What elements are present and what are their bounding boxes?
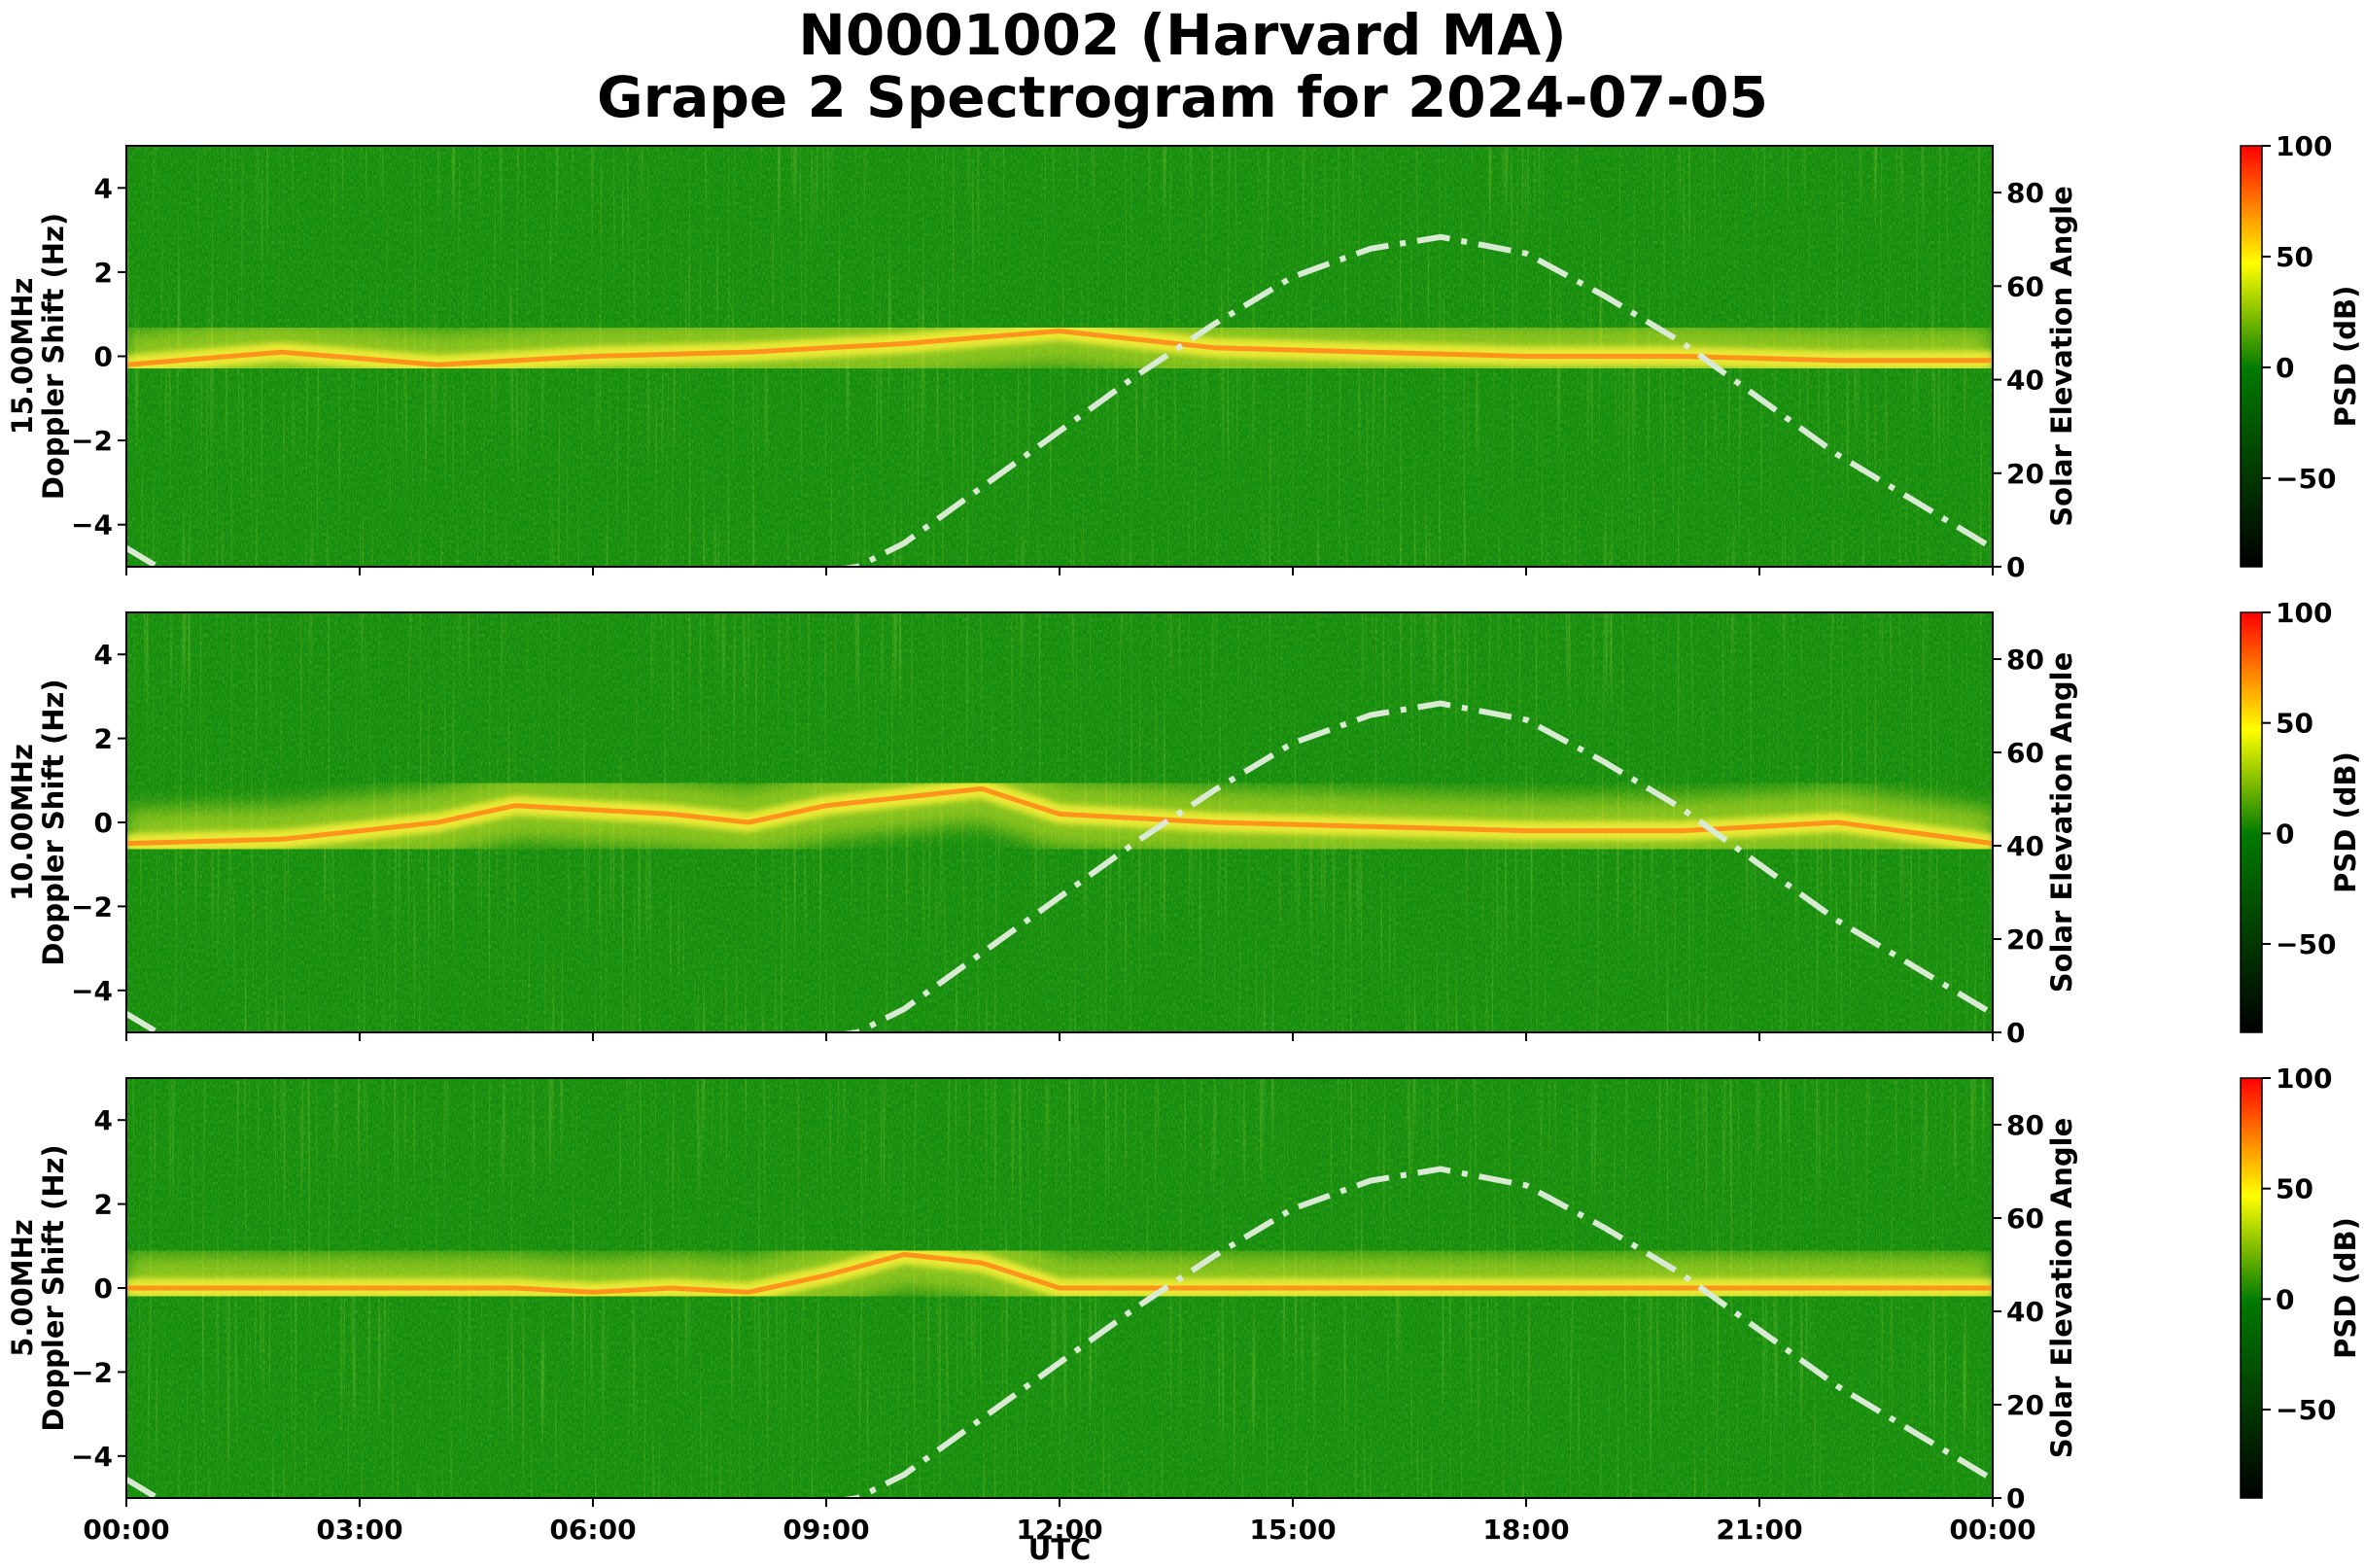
y-tick-label: −4: [71, 509, 113, 541]
y2-tick-label: 60: [2006, 1202, 2044, 1235]
y-tick-label: −4: [71, 1441, 113, 1473]
y2-axis-label: Solar Elevation Angle: [2045, 652, 2078, 993]
colorbar-tick-label: 100: [2276, 1063, 2332, 1095]
spectrogram-image: [126, 146, 1993, 567]
y-tick-label: 2: [94, 723, 113, 755]
y2-tick-label: 40: [2006, 1296, 2044, 1328]
y-tick-label: 4: [94, 639, 113, 671]
y2-tick-label: 80: [2006, 644, 2044, 676]
y-axis-label-doppler: Doppler Shift (Hz): [37, 679, 70, 965]
x-tick-label: 06:00: [549, 1514, 636, 1546]
y2-tick-label: 80: [2006, 1109, 2044, 1141]
y-axis-label-frequency: 5.00MHz: [6, 1219, 39, 1357]
colorbar: [2240, 145, 2263, 568]
colorbar-tick-label: 50: [2276, 1173, 2313, 1205]
y2-tick-label: 0: [2006, 1482, 2025, 1515]
x-tick-label: 00:00: [1949, 1514, 2035, 1546]
x-tick-label: 18:00: [1482, 1514, 1569, 1546]
solar-elevation-curve: [126, 1166, 1993, 1498]
solar-elevation-curve: [126, 233, 1993, 567]
chart-title-line2: Grape 2 Spectrogram for 2024-07-05: [597, 64, 1768, 130]
colorbar-tick-label: 100: [2276, 597, 2332, 629]
x-tick-label: 12:00: [1016, 1514, 1102, 1546]
y-tick-label: 4: [94, 1104, 113, 1136]
y-tick-label: 0: [94, 1272, 113, 1305]
y2-tick-label: 80: [2006, 177, 2044, 209]
colorbar-label: PSD (dB): [2329, 286, 2362, 428]
x-tick-label: 15:00: [1249, 1514, 1336, 1546]
x-tick-label: 03:00: [316, 1514, 402, 1546]
y2-tick-label: 60: [2006, 737, 2044, 769]
y2-tick-label: 20: [2006, 458, 2044, 490]
y-axis-label-frequency: 10.00MHz: [6, 744, 39, 901]
y2-tick-label: 0: [2006, 1017, 2025, 1049]
colorbar-tick-label: −50: [2276, 463, 2336, 495]
y2-tick-label: 60: [2006, 270, 2044, 302]
y2-tick-label: 40: [2006, 365, 2044, 397]
y-tick-label: −4: [71, 975, 113, 1007]
y2-tick-label: 20: [2006, 923, 2044, 956]
y-tick-label: −2: [71, 890, 113, 923]
signal-trace: [126, 785, 1993, 847]
y-tick-label: −2: [71, 425, 113, 457]
signal-trace: [126, 1251, 1993, 1295]
colorbar-tick-label: 50: [2276, 241, 2313, 273]
solar-elevation-curve: [126, 700, 1993, 1032]
colorbar: [2240, 1077, 2263, 1499]
y-axis-label-doppler: Doppler Shift (Hz): [37, 213, 70, 500]
colorbar-label: PSD (dB): [2329, 1217, 2362, 1359]
y-axis-label-frequency: 15.00MHz: [6, 278, 39, 436]
y2-tick-label: 40: [2006, 830, 2044, 862]
y2-tick-label: 20: [2006, 1389, 2044, 1421]
spectrogram-image: [126, 1078, 1993, 1498]
colorbar-tick-label: 100: [2276, 130, 2332, 162]
x-tick-label: 00:00: [83, 1514, 169, 1546]
y2-axis-label: Solar Elevation Angle: [2045, 186, 2078, 527]
y-tick-label: 2: [94, 257, 113, 289]
y-tick-label: 4: [94, 172, 113, 204]
colorbar-label: PSD (dB): [2329, 751, 2362, 893]
y2-tick-label: 0: [2006, 551, 2025, 583]
colorbar: [2240, 611, 2263, 1033]
colorbar-tick-label: 0: [2276, 352, 2294, 384]
y-axis-label-doppler: Doppler Shift (Hz): [37, 1144, 70, 1431]
y2-axis-label: Solar Elevation Angle: [2045, 1118, 2078, 1459]
colorbar-tick-label: 50: [2276, 708, 2313, 740]
x-tick-label: 09:00: [783, 1514, 869, 1546]
colorbar-tick-label: 0: [2276, 818, 2294, 850]
spectrogram-image: [126, 612, 1993, 1032]
colorbar-tick-label: −50: [2276, 1394, 2336, 1426]
y-tick-label: −2: [71, 1356, 113, 1388]
signal-trace: [126, 329, 1993, 367]
y-tick-label: 0: [94, 807, 113, 839]
colorbar-tick-label: −50: [2276, 928, 2336, 960]
y-tick-label: 0: [94, 341, 113, 373]
x-tick-label: 21:00: [1716, 1514, 1802, 1546]
y-tick-label: 2: [94, 1189, 113, 1221]
x-axis-label: UTC: [1028, 1533, 1092, 1566]
colorbar-tick-label: 0: [2276, 1283, 2294, 1315]
chart-title-line1: N0001002 (Harvard MA): [798, 2, 1567, 68]
